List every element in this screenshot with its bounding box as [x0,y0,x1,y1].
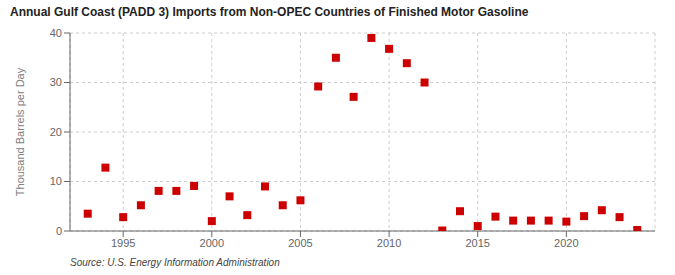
svg-text:20: 20 [50,126,62,138]
svg-text:0: 0 [56,225,62,237]
svg-text:2000: 2000 [200,237,224,249]
html-text:Annual Gulf Coast (PADD 3) Imp: Annual Gulf Coast (PADD 3) Imports from … [10,5,529,19]
svg-text:10: 10 [50,175,62,187]
svg-text:2015: 2015 [465,237,489,249]
svg-text:1995: 1995 [111,237,135,249]
html-text:Source: U.S. Energy Informatio: Source: U.S. Energy Information Administ… [70,257,280,268]
svg-text:2020: 2020 [554,237,578,249]
svg-text:2010: 2010 [377,237,401,249]
svg-text:2005: 2005 [288,237,312,249]
svg-text:Thousand Barrels per Day: Thousand Barrels per Day [14,67,26,196]
svg-text:30: 30 [50,76,62,88]
svg-text:40: 40 [50,27,62,39]
